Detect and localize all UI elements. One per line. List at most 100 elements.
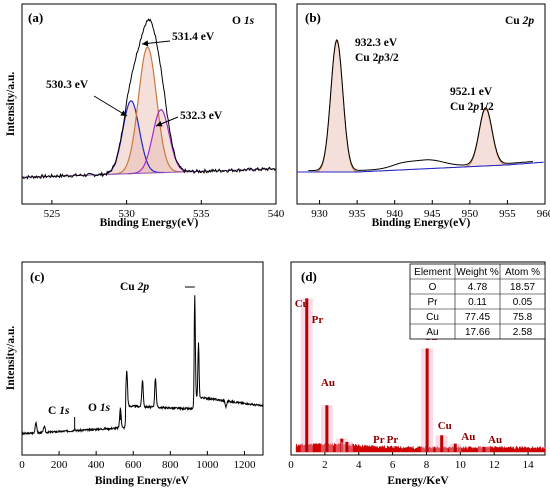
panel-d-peak-label: Cu [438, 420, 452, 432]
eds-table-cell: 75.8 [513, 312, 533, 323]
panel-b: (b) Cu 2p Binding Energy(eV) 930 935 940 94… [296, 3, 550, 229]
panel-c-ylabel: Intensity/a.u. [5, 326, 17, 391]
eds-table: Element Weight % Atom % O 4.78 18.57 Pr 0.11 0.0… [409, 263, 546, 340]
panel-d-peak-label: Pr [387, 434, 399, 446]
panel-d-xlabel: Energy/KeV [387, 475, 449, 487]
panel-a-peak-label: 530.3 eV [46, 79, 89, 91]
panel-d-peak-label: Cu [295, 298, 309, 310]
eds-table-cell: 0.05 [513, 297, 533, 308]
panel-d-xtick-label: 10 [455, 459, 467, 471]
panel-c-letter: (c) [30, 269, 44, 284]
panel-b-peak-fill [460, 109, 512, 168]
panel-d-peak-bar [345, 441, 349, 452]
eds-table-cell: 18.57 [510, 282, 535, 293]
panel-b-xtick-label: 935 [349, 208, 366, 220]
eds-table-cell: Au [426, 327, 438, 338]
panel-b-xtick-label: 950 [462, 208, 479, 220]
eds-table-header: Element [414, 267, 451, 278]
panel-c-xtick-label: 800 [162, 459, 179, 471]
eds-table-cell: 0.11 [468, 297, 487, 308]
panel-b-title: Cu 2p [505, 15, 534, 27]
panel-b-peak-component [460, 108, 512, 168]
panel-d-peak-bar [325, 405, 329, 452]
panel-b-xtick-label: 955 [499, 208, 516, 220]
panel-d-xtick-label: 14 [523, 459, 535, 471]
panel-a-peak-fill [98, 100, 164, 175]
eds-table-cell: Pr [428, 297, 439, 308]
panel-a-xtick-label: 535 [193, 208, 210, 220]
panel-d-peak-label: Au [488, 434, 502, 446]
panel-d-peak-label: Pr [312, 314, 324, 326]
panel-b-peak-name: Cu 2p1/2 [450, 101, 494, 113]
panel-a-xtick-label: 525 [44, 208, 61, 220]
panel-a-xlabel: Binding Energy(eV) [100, 217, 199, 229]
panel-b-peak-energy: 952.1 eV [450, 86, 493, 98]
panel-a-peak-label: 531.4 eV [172, 31, 215, 43]
panel-c-xtick-label: 1200 [233, 459, 256, 471]
panel-b-peak-name: Cu 2p3/2 [355, 52, 399, 64]
panel-b-background-line [297, 161, 544, 173]
eds-table-frame [409, 263, 546, 340]
panel-b-letter: (b) [305, 10, 321, 25]
panel-d-peak-bar [440, 435, 444, 452]
panel-d-continuum-area [295, 442, 546, 453]
panel-d-xtick-label: 8 [424, 459, 430, 471]
panel-a-peak-component [111, 46, 184, 175]
eds-table-cell: 17.66 [465, 327, 490, 338]
panel-d-peak-bar [340, 438, 344, 452]
panel-d-frame [290, 261, 546, 456]
panel-c-xtick-label: 0 [19, 459, 25, 471]
panel-d-letter: (d) [301, 269, 317, 284]
panel-b-xtick-label: 960 [537, 208, 550, 220]
panel-a-frame [21, 3, 277, 205]
panel-a-letter: (a) [28, 10, 43, 25]
panel-a-peak-fill [128, 109, 194, 174]
panel-c-peak-label: O 1s [88, 402, 111, 414]
panel-d-xtick-label: 0 [288, 459, 294, 471]
panel-d-peak-label: Au [321, 377, 335, 389]
panel-d-peak-bar [453, 443, 457, 452]
panel-d-peak-label: Pr [373, 434, 385, 446]
panel-a-xtick-label: 530 [118, 208, 135, 220]
eds-table-cell: O [429, 282, 437, 293]
panel-d-xtick-label: 12 [489, 459, 500, 471]
panel-b-frame [296, 3, 546, 205]
panel-c-survey-line [21, 295, 264, 436]
eds-table-cell: 2.58 [513, 327, 533, 338]
panel-b-envelope-line [308, 39, 534, 172]
panel-a-title: O 1s [232, 15, 255, 27]
panel-a-ylabel: Intensity/a.u. [5, 72, 17, 137]
panel-a-envelope-line [21, 18, 277, 180]
panel-a-arrow-head [156, 120, 163, 127]
panel-b-peak-fill [312, 41, 361, 173]
panel-c-xtick-label: 400 [88, 459, 105, 471]
panel-a-arrow-head [120, 110, 127, 116]
panel-d-xtick-label: 2 [322, 459, 328, 471]
eds-table-cell: 4.78 [468, 282, 488, 293]
panel-c-xtick-label: 600 [125, 459, 142, 471]
panel-c-frame [21, 261, 264, 456]
panel-d-peak-label: Au [461, 431, 475, 443]
panel-d-peak-bar [305, 298, 309, 452]
eds-table-cell: Cu [426, 312, 439, 323]
eds-table-header: Weight % [456, 267, 499, 278]
panel-a-xtick-label: 540 [268, 208, 285, 220]
panel-d-peak-bar [425, 348, 429, 452]
panel-c-peak-label: Cu 2p [120, 281, 149, 293]
panel-c-xlabel: Binding Energy/eV [95, 475, 190, 487]
panel-c-xtick-label: 200 [51, 459, 68, 471]
panel-a-arrow-line [93, 95, 128, 117]
panel-a-peak-label: 532.3 eV [180, 110, 223, 122]
panel-d-xtick-label: 6 [390, 459, 396, 471]
panel-b-peak-energy: 932.3 eV [355, 37, 398, 49]
panel-b-xtick-label: 945 [424, 208, 441, 220]
panel-c-xtick-label: 1000 [196, 459, 219, 471]
panel-b-xtick-label: 940 [386, 208, 403, 220]
panel-d-xtick-label: 4 [356, 459, 362, 471]
panel-b-xtick-label: 930 [311, 208, 328, 220]
panel-c-peak-label: C 1s [48, 405, 70, 417]
panel-a: (a) O 1s Binding Energy(eV) Intensity/a.… [5, 3, 285, 229]
panel-d-peak-bar [482, 446, 486, 452]
